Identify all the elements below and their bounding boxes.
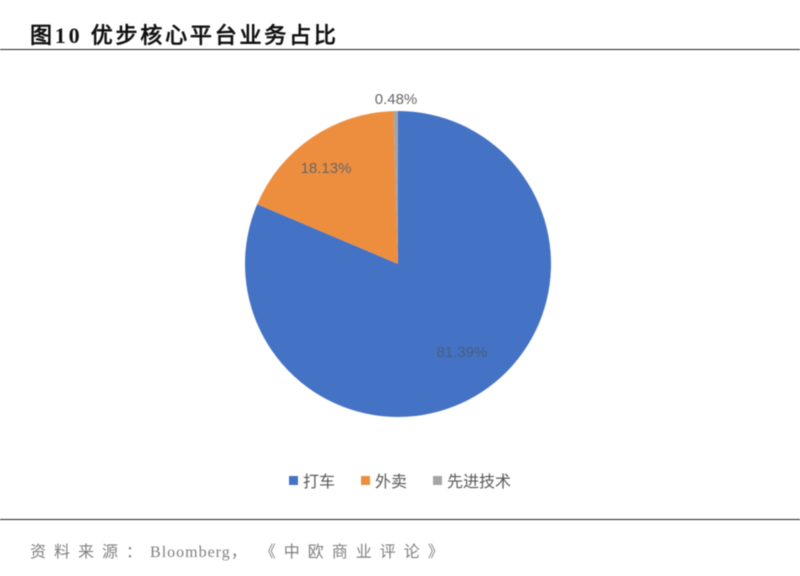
svg-text:0.48%: 0.48% [375,91,418,108]
svg-text:18.13%: 18.13% [301,160,352,177]
svg-text:81.39%: 81.39% [437,344,488,361]
